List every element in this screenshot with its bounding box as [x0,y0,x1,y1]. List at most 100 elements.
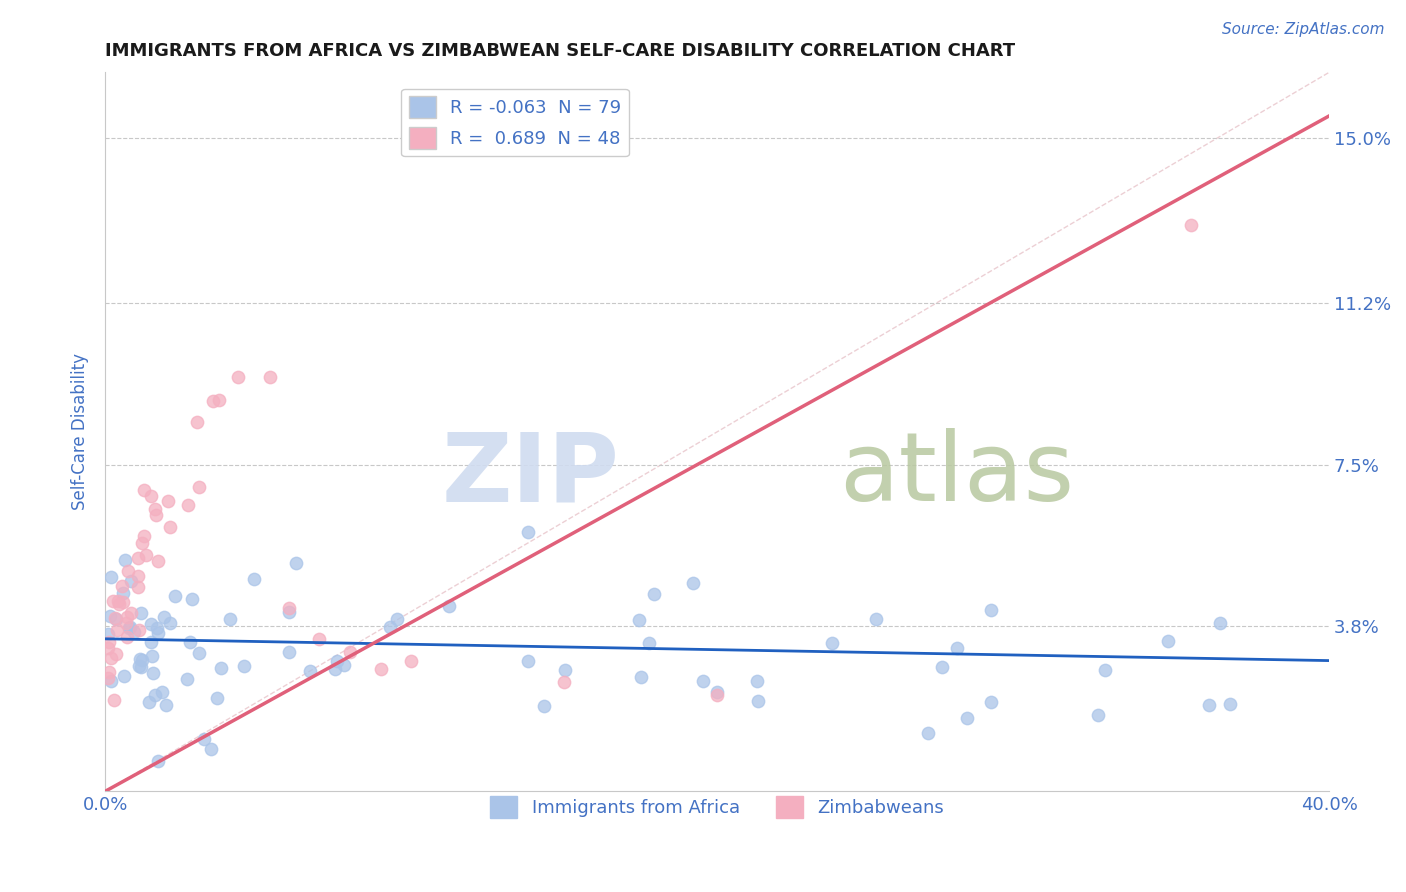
Point [134,528,156,542]
Point [128,551,150,566]
Point [139,489,162,503]
Point [159,520,181,534]
Point [135,548,157,562]
Point [117,564,139,578]
Point [97,671,120,685]
Point [243,572,266,586]
Point [820,636,842,650]
Point [692,673,714,688]
Point [148,755,170,769]
Point [437,599,460,613]
Point [127,580,149,594]
Point [115,630,138,644]
Point [682,575,704,590]
Point [188,479,211,493]
Text: Source: ZipAtlas.com: Source: ZipAtlas.com [1222,22,1385,37]
Point [105,623,128,637]
Point [107,597,129,611]
Point [1156,634,1178,648]
Point [1219,697,1241,711]
Point [1087,708,1109,723]
Point [129,660,152,674]
Point [131,653,153,667]
Point [370,662,392,676]
Point [128,623,150,637]
Point [145,508,167,522]
Point [105,612,128,626]
Point [141,617,163,632]
Point [193,732,215,747]
Point [1094,663,1116,677]
Point [228,370,250,384]
Point [107,594,129,608]
Point [181,592,204,607]
Point [277,605,299,619]
Point [533,698,555,713]
Point [104,611,127,625]
Point [112,668,135,682]
Point [132,483,155,497]
Point [706,685,728,699]
Point [339,645,361,659]
Point [956,711,979,725]
Point [142,666,165,681]
Point [277,601,299,615]
Point [1209,615,1232,630]
Point [148,626,170,640]
Point [120,574,142,588]
Point [554,664,576,678]
Point [129,652,152,666]
Point [138,694,160,708]
Point [980,602,1002,616]
Point [100,651,122,665]
Point [332,657,354,672]
Point [128,659,150,673]
Point [706,689,728,703]
Point [127,569,149,583]
Point [97,665,120,679]
Point [143,689,166,703]
Point [628,613,651,627]
Point [118,621,141,635]
Point [1180,218,1202,232]
Text: ZIP: ZIP [441,428,619,522]
Point [980,695,1002,709]
Text: atlas: atlas [839,428,1074,522]
Point [186,415,208,429]
Point [111,579,134,593]
Point [931,660,953,674]
Point [104,647,127,661]
Text: IMMIGRANTS FROM AFRICA VS ZIMBABWEAN SELF-CARE DISABILITY CORRELATION CHART: IMMIGRANTS FROM AFRICA VS ZIMBABWEAN SEL… [105,42,1015,60]
Point [114,553,136,567]
Point [143,501,166,516]
Point [323,662,346,676]
Point [129,607,152,621]
Point [141,635,163,649]
Point [209,660,232,674]
Point [553,675,575,690]
Point [259,370,281,384]
Point [638,636,661,650]
Point [326,654,349,668]
Point [399,654,422,668]
Point [179,635,201,649]
Point [97,641,120,656]
Point [385,612,408,626]
Point [308,632,330,646]
Point [146,621,169,635]
Point [153,610,176,624]
Point [165,589,187,603]
Point [218,612,240,626]
Point [141,648,163,663]
Y-axis label: Self-Care Disability: Self-Care Disability [72,353,89,510]
Point [187,646,209,660]
Point [745,674,768,689]
Point [208,392,231,407]
Point [101,594,124,608]
Point [917,726,939,740]
Point [643,587,665,601]
Point [155,698,177,712]
Point [747,694,769,708]
Point [278,644,301,658]
Point [630,670,652,684]
